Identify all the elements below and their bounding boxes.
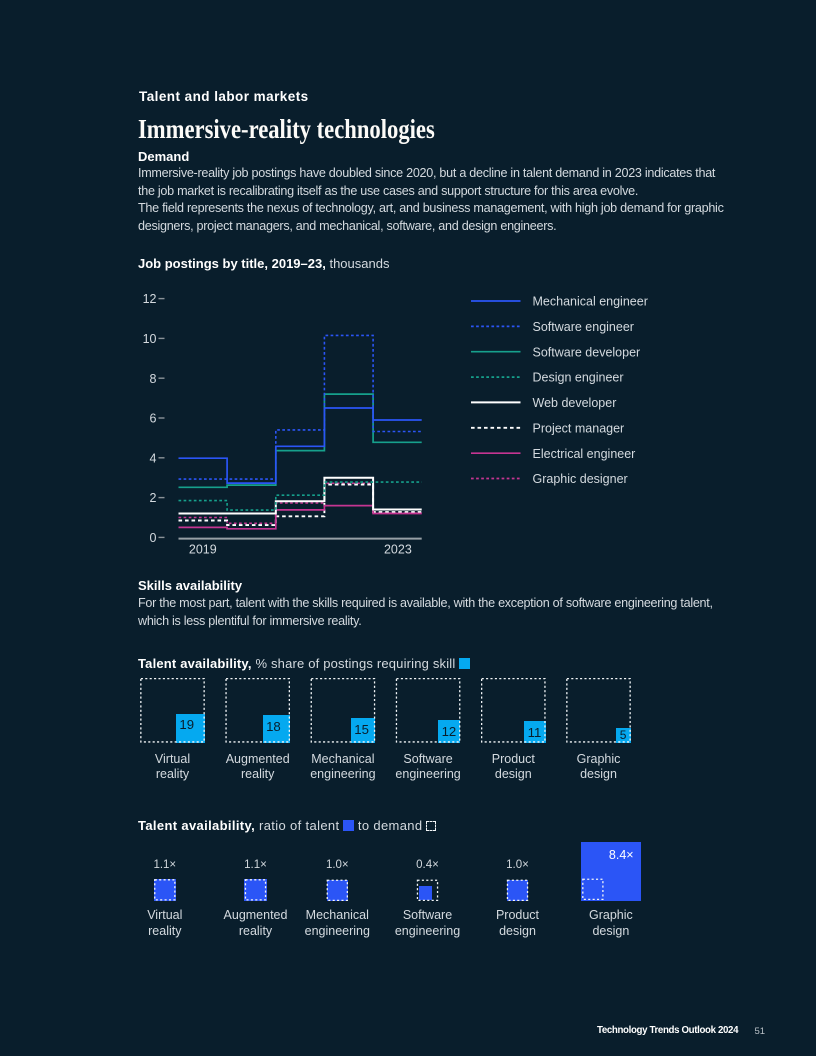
svg-text:2: 2 <box>150 491 157 505</box>
svg-text:12: 12 <box>143 292 157 306</box>
svg-text:10: 10 <box>143 332 157 346</box>
svg-text:2023: 2023 <box>384 543 412 557</box>
svg-text:Software developer: Software developer <box>533 345 641 359</box>
svg-text:Project manager: Project manager <box>533 421 625 435</box>
svg-text:Graphic designer: Graphic designer <box>533 472 628 486</box>
svg-text:8: 8 <box>150 372 157 386</box>
svg-text:Web developer: Web developer <box>533 396 617 410</box>
svg-text:6: 6 <box>150 412 157 426</box>
svg-text:4: 4 <box>150 451 157 465</box>
svg-text:Electrical engineer: Electrical engineer <box>533 447 636 461</box>
svg-text:Mechanical engineer: Mechanical engineer <box>533 295 648 309</box>
svg-text:0: 0 <box>150 531 157 545</box>
svg-text:Design engineer: Design engineer <box>533 371 624 385</box>
svg-text:Software engineer: Software engineer <box>533 320 634 334</box>
svg-text:2019: 2019 <box>189 543 217 557</box>
